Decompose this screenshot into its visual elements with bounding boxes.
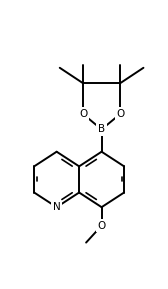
Text: O: O (116, 109, 124, 119)
Text: O: O (97, 221, 106, 231)
Text: N: N (53, 202, 60, 212)
Text: O: O (79, 109, 87, 119)
Text: B: B (98, 124, 105, 134)
